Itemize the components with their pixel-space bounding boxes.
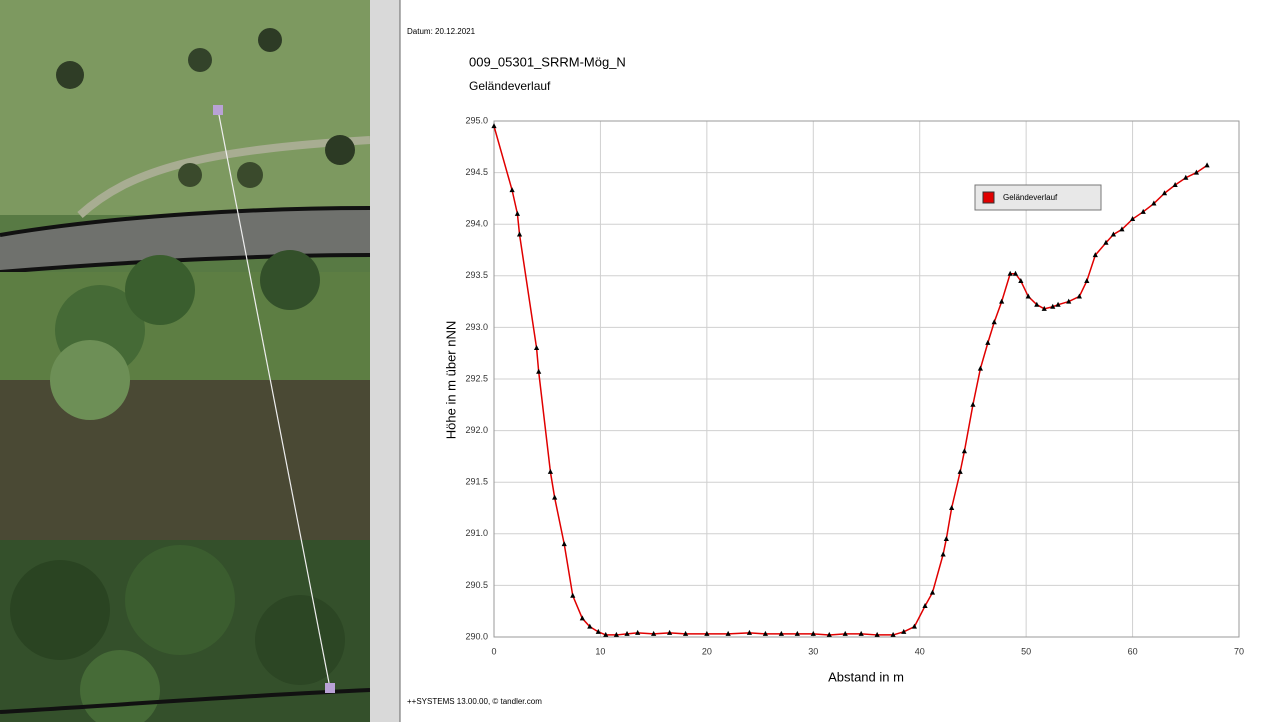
data-point	[978, 366, 983, 371]
data-point	[548, 469, 553, 474]
data-point	[962, 448, 967, 453]
x-tick-label: 30	[808, 646, 818, 656]
data-point	[992, 319, 997, 324]
x-tick-label: 70	[1234, 646, 1244, 656]
data-point	[570, 593, 575, 598]
y-tick-label: 294.5	[465, 167, 488, 177]
data-point	[930, 590, 935, 595]
x-tick-label: 40	[915, 646, 925, 656]
y-tick-label: 290.5	[465, 580, 488, 590]
chart-title: 009_05301_SRRM-Mög_N	[469, 54, 626, 69]
data-point	[562, 541, 567, 546]
x-tick-label: 50	[1021, 646, 1031, 656]
chart-subtitle: Geländeverlauf	[469, 79, 551, 93]
x-tick-label: 60	[1128, 646, 1138, 656]
y-tick-label: 291.0	[465, 528, 488, 538]
data-point	[515, 211, 520, 216]
data-point	[944, 536, 949, 541]
data-point	[999, 299, 1004, 304]
screen: Datum: 20.12.2021 009_05301_SRRM-Mög_N G…	[0, 0, 1263, 722]
data-point	[534, 345, 539, 350]
y-tick-label: 294.0	[465, 219, 488, 229]
data-point	[552, 495, 557, 500]
data-point	[970, 402, 975, 407]
page: Datum: 20.12.2021 009_05301_SRRM-Mög_N G…	[0, 0, 1263, 722]
date: Datum: 20.12.2021	[407, 27, 476, 36]
data-point	[1084, 278, 1089, 283]
x-tick-label: 10	[595, 646, 605, 656]
data-point	[580, 615, 585, 620]
y-tick-label: 290.0	[465, 631, 488, 641]
y-tick-label: 292.5	[465, 373, 488, 383]
footer: ++SYSTEMS 13.00.00, © tandler.com	[407, 697, 542, 706]
aerial-image	[0, 0, 370, 722]
data-point	[517, 232, 522, 237]
y-tick-label: 291.5	[465, 477, 488, 487]
y-tick-label: 295.0	[465, 115, 488, 125]
data-point	[491, 123, 496, 128]
y-tick-label: 293.5	[465, 270, 488, 280]
divider	[370, 0, 400, 722]
data-point	[1204, 162, 1209, 167]
data-point	[509, 187, 514, 192]
data-point	[536, 369, 541, 374]
data-point	[985, 340, 990, 345]
legend-swatch	[983, 192, 994, 203]
y-tick-label: 293.0	[465, 322, 488, 332]
y-axis-label: Höhe in m über nNN	[443, 321, 458, 440]
y-tick-label: 292.0	[465, 425, 488, 435]
data-point	[949, 505, 954, 510]
x-tick-label: 20	[702, 646, 712, 656]
data-point	[958, 469, 963, 474]
x-tick-label: 0	[491, 646, 496, 656]
x-axis-label: Abstand in m	[828, 669, 904, 684]
data-point	[941, 551, 946, 556]
legend-label: Geländeverlauf	[1003, 193, 1058, 202]
